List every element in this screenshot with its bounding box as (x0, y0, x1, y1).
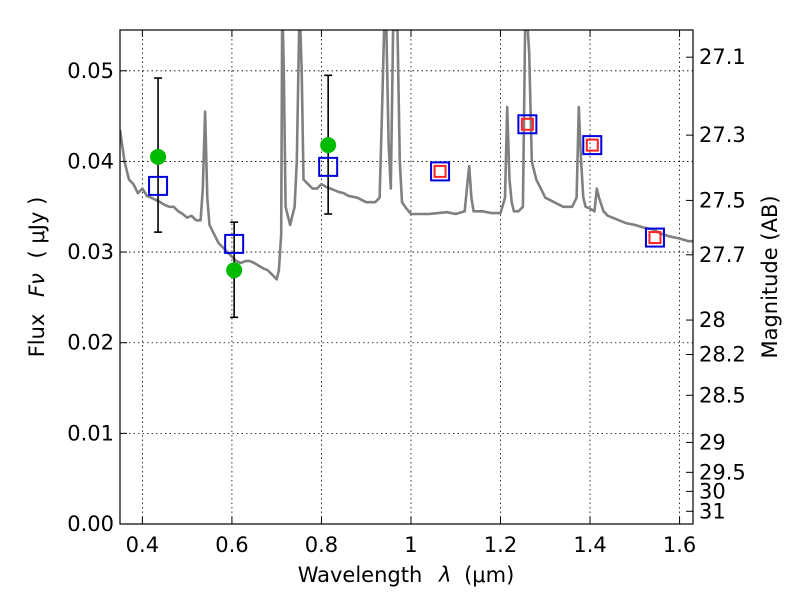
points-layer (148, 74, 665, 319)
y-tick-label: 0.01 (67, 421, 114, 445)
x-tick-label: 0.4 (126, 533, 159, 557)
x-axis-title-unit: (μm) (464, 563, 514, 587)
x-axis-title-symbol: λ (438, 563, 451, 587)
spectrum-line (120, 30, 693, 281)
grid (120, 30, 693, 524)
y2-tick-label: 31 (699, 499, 726, 523)
data-layer (120, 30, 693, 281)
y2-tick-label: 29.5 (699, 460, 746, 484)
x-tick-label: 0.8 (305, 533, 338, 557)
x-axis-title: Wavelength λ (μm) (298, 563, 515, 587)
y2-tick-label: 28.5 (699, 383, 746, 407)
model-flux-square (318, 156, 339, 177)
y-axis-title-symbol: Fν (25, 273, 49, 297)
y-axis-title-text: Flux (25, 314, 49, 358)
y2-tick-label: 27.5 (699, 188, 746, 212)
y2-tick-label: 27.1 (699, 45, 746, 69)
red-square-marker (585, 138, 599, 152)
y-tick-label: 0.03 (67, 240, 114, 264)
y2-tick-label: 28.2 (699, 342, 746, 366)
y-tick-label: 0.02 (67, 331, 114, 355)
x-tick-label: 1 (404, 533, 417, 557)
y-tick-label: 0.05 (67, 59, 114, 83)
y2-tick-label: 28 (699, 308, 726, 332)
axes: 0.4 0.6 0.8 1 1.2 1.4 1.6 0.00 0.01 0.02 0.03 0.04 0… (67, 30, 746, 557)
y2-tick-label: 30 (699, 479, 726, 503)
y2-tick-label: 27.7 (699, 243, 746, 267)
y-axis-title-unit: ( μJy ) (25, 197, 49, 259)
red-square-marker (520, 117, 534, 131)
model-flux-square (430, 161, 451, 182)
x-tick-label: 1.4 (573, 533, 606, 557)
y-tick-label: 0.00 (67, 512, 114, 536)
x-axis-title-text: Wavelength (298, 563, 423, 587)
model-flux-square (148, 175, 169, 196)
model-flux-square (644, 227, 665, 248)
observed-flux-point (226, 262, 243, 279)
x-tick-label: 0.6 (215, 533, 248, 557)
plot-frame (119, 29, 694, 525)
observed-flux-point (150, 148, 167, 165)
y2-tick-label: 27.3 (699, 123, 746, 147)
x-tick-label: 1.6 (663, 533, 696, 557)
y-tick-label: 0.04 (67, 149, 114, 173)
model-flux-square (517, 114, 538, 135)
model-flux-square (224, 233, 245, 254)
model-flux-square (582, 135, 603, 156)
y2-tick-label: 29 (699, 430, 726, 454)
x-tick-label: 1.2 (484, 533, 517, 557)
observed-flux-point (320, 137, 337, 154)
red-square-marker (648, 231, 662, 245)
red-square-marker (433, 164, 447, 178)
y-axis-title: Flux Fν ( μJy ) (25, 197, 49, 358)
y2-axis-title: Magnitude (AB) (758, 195, 782, 358)
plot-background (120, 30, 693, 524)
